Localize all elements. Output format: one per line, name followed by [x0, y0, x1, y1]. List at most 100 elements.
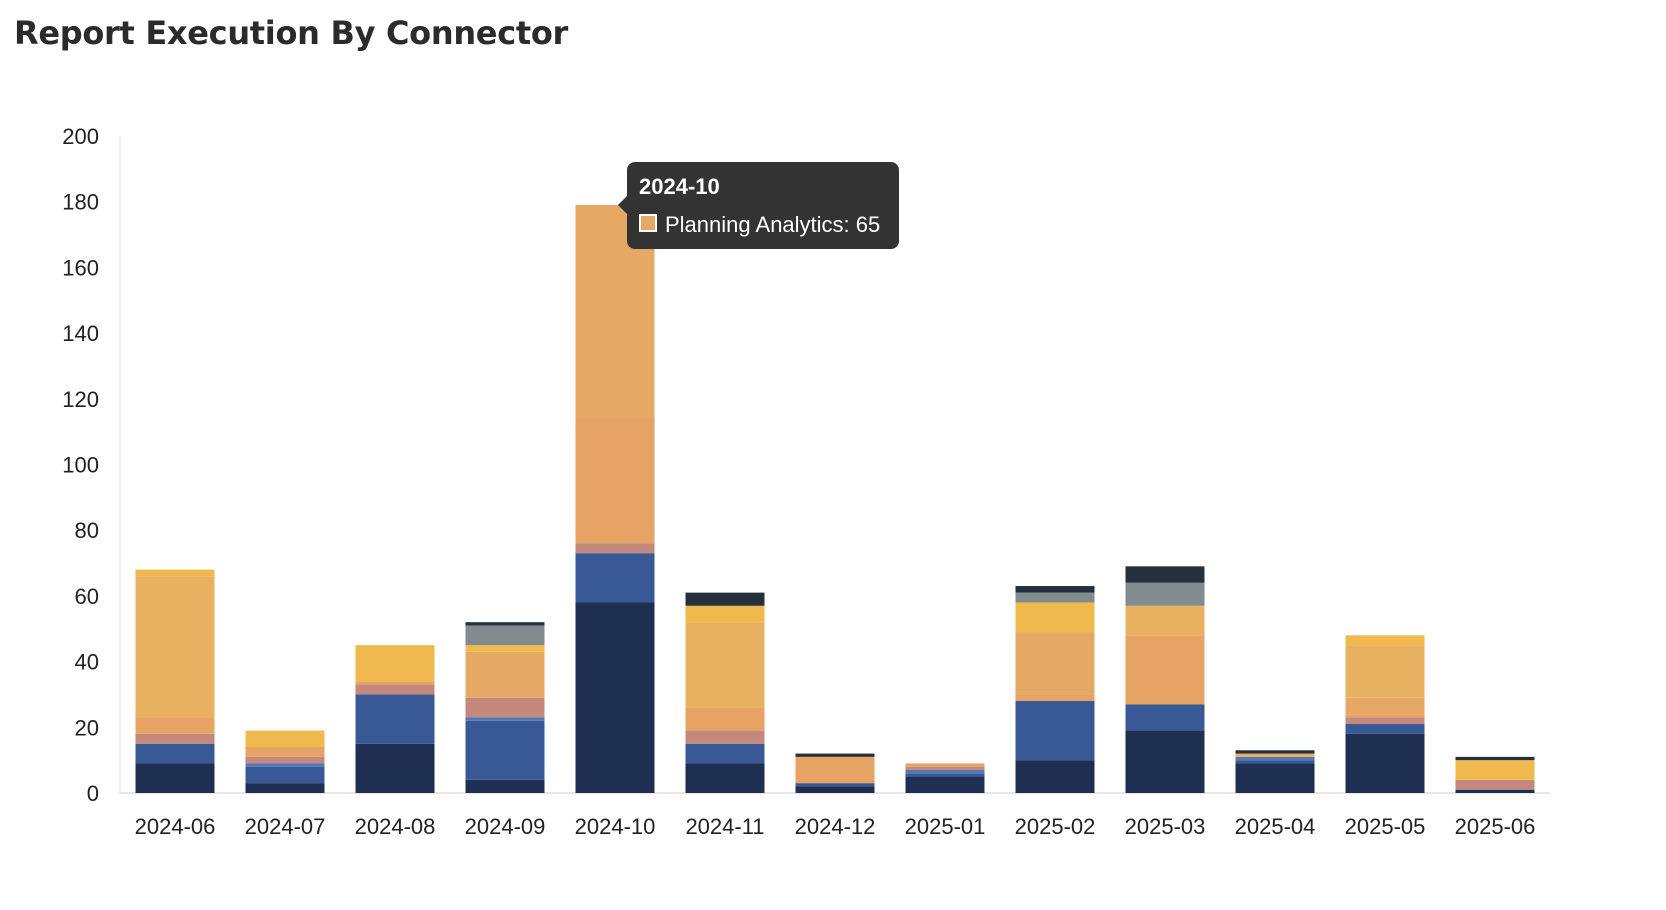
bar-segment[interactable]: [355, 681, 435, 685]
bar-segment[interactable]: [1015, 694, 1095, 702]
bar-segment[interactable]: [905, 776, 985, 793]
bar-segment[interactable]: [795, 753, 875, 757]
bar-segment[interactable]: [1015, 592, 1095, 603]
bar-segment[interactable]: [135, 743, 215, 764]
bar-segment[interactable]: [685, 763, 765, 793]
bar-segment[interactable]: [135, 569, 215, 577]
bar-segment[interactable]: [245, 766, 325, 784]
bar-segment[interactable]: [685, 622, 765, 708]
bar-segment[interactable]: [245, 763, 325, 767]
bar-segment[interactable]: [135, 576, 215, 718]
x-tick-label: 2025-06: [1455, 814, 1536, 839]
bar-segment[interactable]: [135, 733, 215, 744]
bar-segment[interactable]: [1125, 605, 1205, 636]
bar-stack[interactable]: [355, 645, 435, 793]
bar-segment[interactable]: [465, 651, 545, 698]
bar-stack[interactable]: [1125, 566, 1205, 793]
bar-segment[interactable]: [1345, 697, 1425, 715]
bar-segment[interactable]: [685, 707, 765, 731]
bar-stack[interactable]: [245, 730, 325, 793]
bar-segment[interactable]: [1235, 763, 1315, 793]
bar-segment[interactable]: [1345, 714, 1425, 718]
bar-segment[interactable]: [1125, 582, 1205, 606]
bar-segment[interactable]: [1015, 586, 1095, 593]
bar-segment[interactable]: [1345, 635, 1425, 646]
x-tick-label: 2025-02: [1015, 814, 1096, 839]
bar-segment[interactable]: [1015, 632, 1095, 695]
bar-segment[interactable]: [465, 697, 545, 718]
bar-stack[interactable]: [1015, 586, 1095, 793]
bar-stack[interactable]: [575, 204, 655, 793]
bar-segment[interactable]: [575, 543, 655, 554]
bar-segment[interactable]: [905, 763, 985, 767]
bar-segment[interactable]: [1015, 760, 1095, 793]
bar-segment[interactable]: [795, 783, 875, 787]
bar-segment[interactable]: [465, 625, 545, 646]
bar-segment[interactable]: [575, 602, 655, 793]
bar-segment[interactable]: [1235, 756, 1315, 761]
bar-segment[interactable]: [575, 418, 655, 544]
bar-segment[interactable]: [685, 592, 765, 606]
y-tick-label: 80: [75, 518, 99, 543]
bar-segment[interactable]: [245, 730, 325, 748]
bar-segment[interactable]: [245, 756, 325, 764]
bar-segment[interactable]: [795, 786, 875, 793]
bar-segment[interactable]: [355, 694, 435, 744]
bar-segment[interactable]: [245, 783, 325, 793]
bar-segment[interactable]: [905, 770, 985, 774]
bar-stack[interactable]: [1235, 750, 1315, 793]
bar-segment[interactable]: [465, 622, 545, 626]
bar-segment[interactable]: [355, 743, 435, 793]
x-tick-label: 2024-06: [135, 814, 216, 839]
bar-segment[interactable]: [685, 730, 765, 744]
bar-segment[interactable]: [1125, 566, 1205, 583]
bar-segment[interactable]: [465, 645, 545, 652]
bar-segment[interactable]: [1345, 717, 1425, 725]
bar-segment[interactable]: [685, 605, 765, 623]
bar-segment[interactable]: [1455, 756, 1535, 761]
tooltip-value: Planning Analytics: 65: [665, 212, 881, 237]
bar-segment[interactable]: [1455, 789, 1535, 793]
bar-stack[interactable]: [1455, 756, 1535, 793]
bar-segment[interactable]: [1455, 760, 1535, 780]
bar-stack[interactable]: [1345, 635, 1425, 793]
bar-segment[interactable]: [905, 773, 985, 777]
bar-segment[interactable]: [575, 553, 655, 603]
bar-segment[interactable]: [1015, 701, 1095, 761]
y-tick-label: 120: [62, 387, 99, 412]
bar-segment[interactable]: [1125, 635, 1205, 705]
bar-segment[interactable]: [465, 779, 545, 793]
chart-title: Report Execution By Connector: [14, 14, 569, 52]
bar-segment[interactable]: [355, 645, 435, 682]
bar-stack[interactable]: [685, 592, 765, 793]
bar-stack[interactable]: [465, 622, 545, 793]
bar-segment[interactable]: [1455, 779, 1535, 790]
bar-segment[interactable]: [355, 684, 435, 695]
bar-segment[interactable]: [135, 763, 215, 793]
bar-series: [135, 204, 1535, 793]
y-tick-label: 200: [62, 124, 99, 149]
y-tick-label: 0: [87, 781, 99, 806]
bar-segment[interactable]: [1125, 704, 1205, 731]
bar-segment[interactable]: [465, 720, 545, 780]
bar-stack[interactable]: [795, 753, 875, 793]
tooltip-category: 2024-10: [639, 174, 720, 199]
bar-segment[interactable]: [1345, 645, 1425, 698]
bar-segment[interactable]: [1345, 733, 1425, 793]
bar-segment[interactable]: [905, 766, 985, 771]
bar-segment[interactable]: [245, 747, 325, 757]
bar-segment[interactable]: [1345, 724, 1425, 734]
bar-segment[interactable]: [685, 743, 765, 764]
bar-segment[interactable]: [135, 717, 215, 734]
bar-segment[interactable]: [1235, 750, 1315, 754]
bar-segment[interactable]: [1125, 730, 1205, 793]
bar-segment[interactable]: [795, 756, 875, 784]
bar-segment[interactable]: [1235, 753, 1315, 757]
bar-stack[interactable]: [135, 569, 215, 793]
bar-segment[interactable]: [1015, 602, 1095, 633]
y-tick-label: 160: [62, 255, 99, 280]
bar-segment[interactable]: [465, 717, 545, 721]
bar-stack[interactable]: [905, 763, 985, 793]
bar-segment[interactable]: [1235, 760, 1315, 764]
